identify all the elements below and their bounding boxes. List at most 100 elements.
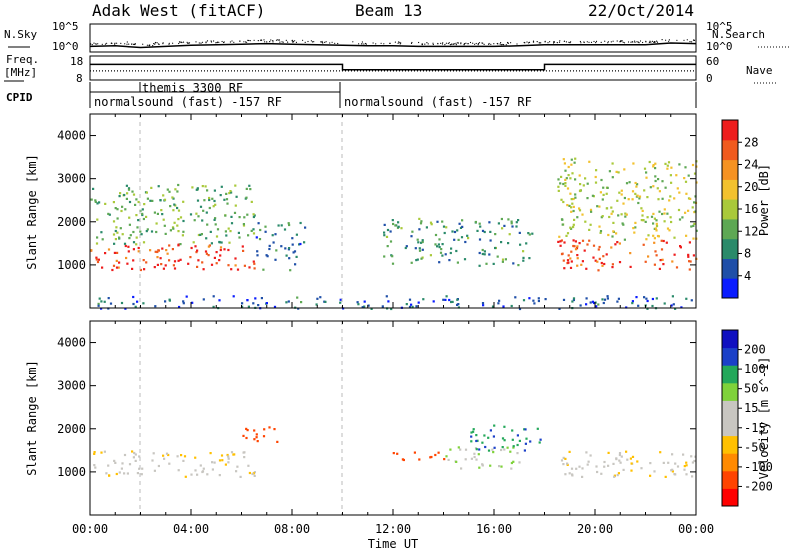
colorbar-swatch <box>722 347 738 366</box>
heat-cell <box>185 295 188 298</box>
heat-cell <box>456 298 459 301</box>
heat-cell <box>356 301 359 304</box>
heat-cell <box>568 450 571 453</box>
heat-cell <box>436 245 439 248</box>
noise-point <box>106 42 108 44</box>
heat-cell <box>189 213 193 216</box>
colorbar-swatch <box>722 139 738 161</box>
noise-point <box>158 43 160 46</box>
heat-cell <box>253 262 256 265</box>
heat-cell <box>507 218 510 221</box>
heat-cell <box>227 457 230 460</box>
heat-cell <box>678 218 682 221</box>
heat-cell <box>299 242 302 246</box>
heat-cell <box>199 233 202 236</box>
heat-cell <box>229 190 232 193</box>
heat-cell <box>300 301 303 304</box>
heat-cell <box>684 166 687 169</box>
heat-cell <box>162 454 165 457</box>
heat-cell <box>443 231 446 235</box>
noise-point <box>649 40 651 42</box>
colorbar-swatch <box>722 365 738 384</box>
heat-cell <box>287 300 290 303</box>
heat-cell <box>685 297 688 300</box>
heat-cell <box>183 455 187 458</box>
heat-cell <box>213 199 216 203</box>
noise-point <box>223 41 225 44</box>
noise-point <box>243 41 245 43</box>
heat-cell <box>124 307 127 310</box>
velocity-colorbar-swatches <box>721 329 739 507</box>
noise-point <box>120 42 122 45</box>
heat-cell <box>597 303 600 306</box>
velocity-ylabel: Slant Range [km] <box>25 360 39 476</box>
heat-cell <box>410 303 413 306</box>
heat-cell <box>611 176 614 179</box>
heat-cell <box>381 305 384 308</box>
heat-cell <box>253 429 256 432</box>
heat-cell <box>693 211 696 214</box>
heat-cell <box>497 302 500 305</box>
heat-cell <box>430 455 433 459</box>
heat-cell <box>688 268 691 271</box>
heat-cell <box>256 440 259 443</box>
noise-point <box>676 39 678 41</box>
y-tick-label: 1000 <box>57 258 86 272</box>
noise-point <box>247 39 249 42</box>
heat-cell <box>500 465 503 468</box>
heat-cell <box>516 452 519 455</box>
heat-cell <box>576 254 579 257</box>
power-frame <box>89 113 697 309</box>
heat-cell <box>567 174 570 177</box>
heat-cell <box>117 266 120 269</box>
noise-point <box>553 42 555 44</box>
noise-point <box>604 40 606 42</box>
heat-cell <box>601 298 604 301</box>
heat-cell <box>661 212 664 216</box>
heat-cell <box>503 439 506 442</box>
heat-cell <box>640 207 643 210</box>
heat-cell <box>569 257 572 260</box>
heat-cell <box>109 302 113 305</box>
heat-cell <box>202 298 205 301</box>
heat-cell <box>617 472 620 475</box>
heat-cell <box>386 245 389 248</box>
heat-cell <box>606 297 609 300</box>
heat-cell <box>572 244 575 248</box>
heat-cell <box>616 474 619 477</box>
noise-point <box>389 42 391 44</box>
heat-cell <box>642 243 645 246</box>
heat-cell <box>93 451 96 454</box>
heat-cell <box>115 259 118 262</box>
heat-cell <box>133 451 136 455</box>
heat-cell <box>220 454 224 457</box>
heat-cell <box>93 464 96 467</box>
radar-title: Adak West (fitACF) <box>92 1 265 20</box>
colorbar-swatch <box>722 418 738 437</box>
heat-cell <box>482 304 485 307</box>
heat-cell <box>176 190 179 193</box>
heat-cell <box>411 230 414 233</box>
heat-cell <box>242 249 245 252</box>
heat-cell <box>559 240 562 243</box>
noise-point <box>528 42 530 44</box>
cpid-label: CPID <box>6 91 33 104</box>
heat-cell <box>421 240 424 244</box>
heat-cell <box>616 300 619 303</box>
noise-point <box>421 43 423 45</box>
heat-cell <box>666 167 669 170</box>
noise-point <box>295 41 297 44</box>
heat-cell <box>100 231 103 234</box>
heat-cell <box>559 182 562 185</box>
heat-cell <box>600 216 603 219</box>
heat-cell <box>169 229 172 232</box>
noise-point <box>474 43 476 45</box>
noise-point <box>595 40 598 43</box>
noise-point <box>607 42 609 44</box>
heat-cell <box>248 471 251 475</box>
noise-point <box>260 39 262 41</box>
heat-cell <box>644 220 647 223</box>
heat-cell <box>570 210 573 213</box>
heat-cell <box>94 199 97 202</box>
heat-cell <box>623 168 626 171</box>
